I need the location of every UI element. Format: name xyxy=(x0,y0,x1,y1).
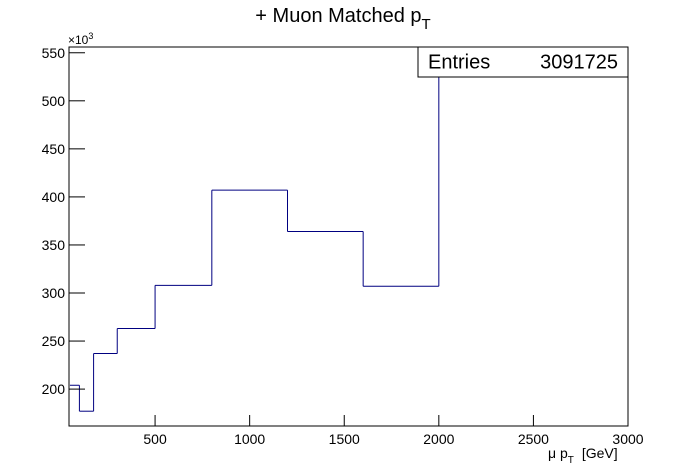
y-tick-label: 200 xyxy=(42,381,66,397)
multiplier-exp: 3 xyxy=(88,31,93,41)
y-tick-label: 300 xyxy=(42,285,66,301)
title-text: + Muon Matched p xyxy=(255,5,421,27)
y-tick-label: 250 xyxy=(42,333,66,349)
y-tick-label: 550 xyxy=(42,45,66,61)
x-tick-label: 500 xyxy=(143,431,167,447)
y-multiplier: ×103 xyxy=(68,31,93,47)
x-tick-label: 3000 xyxy=(612,431,643,447)
title-sub: T xyxy=(422,16,431,33)
stats-value: 3091725 xyxy=(540,51,618,73)
xlabel-text: μ p xyxy=(548,445,568,461)
y-tick-label: 350 xyxy=(42,237,66,253)
x-tick-label: 2500 xyxy=(518,431,549,447)
x-axis-label: μ pT [GeV] xyxy=(548,445,618,466)
y-tick-label: 400 xyxy=(42,189,66,205)
y-tick-label: 500 xyxy=(42,93,66,109)
x-tick-label: 1500 xyxy=(329,431,360,447)
stats-label: Entries xyxy=(428,51,490,73)
x-tick-label: 2000 xyxy=(423,431,454,447)
multiplier-text: ×10 xyxy=(68,33,89,47)
xlabel-unit: [GeV] xyxy=(582,445,618,461)
histogram xyxy=(69,47,440,412)
xlabel-sub: T xyxy=(568,455,574,466)
plot-frame xyxy=(68,46,629,427)
stats-box xyxy=(417,46,629,78)
chart-title: + Muon Matched pT xyxy=(255,5,430,33)
x-tick-label: 1000 xyxy=(234,431,265,447)
y-tick-label: 450 xyxy=(42,141,66,157)
